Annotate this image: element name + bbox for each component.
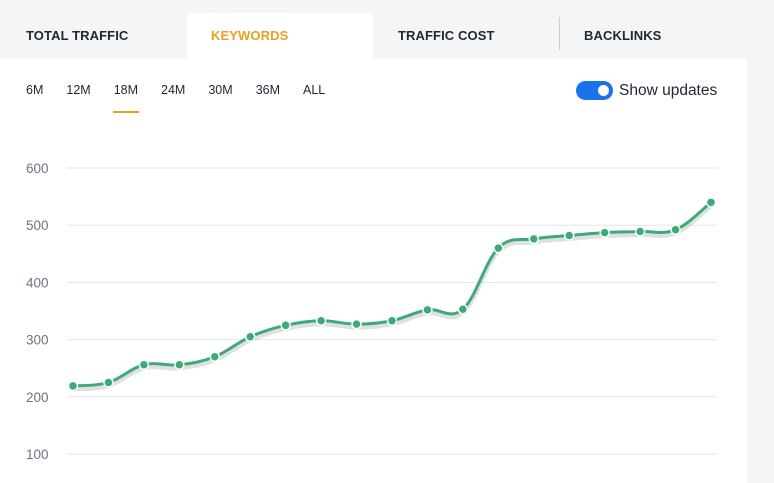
data-point[interactable] xyxy=(174,359,185,371)
keywords-line-chart: 100 200 300 400 500 600 xyxy=(26,161,717,462)
data-point[interactable] xyxy=(209,351,221,363)
y-tick-label: 400 xyxy=(26,275,49,290)
data-point[interactable] xyxy=(599,227,610,238)
toggle-switch[interactable] xyxy=(576,81,613,100)
data-point[interactable] xyxy=(457,304,469,315)
tab-traffic-cost[interactable]: TRAFFIC COST xyxy=(373,13,560,58)
y-tick-label: 200 xyxy=(26,390,49,405)
data-point[interactable] xyxy=(386,315,398,326)
data-point[interactable] xyxy=(422,304,433,316)
range-18m[interactable]: 18M xyxy=(112,83,140,113)
tab-total-traffic[interactable]: TOTAL TRAFFIC xyxy=(26,28,129,43)
data-point[interactable] xyxy=(634,226,646,237)
y-tick-label: 500 xyxy=(26,218,49,233)
time-range-selector: 6M 12M 18M 24M 30M 36M ALL xyxy=(26,83,348,113)
range-24m[interactable]: 24M xyxy=(161,83,186,97)
range-30m[interactable]: 30M xyxy=(208,83,233,97)
data-point[interactable] xyxy=(670,224,681,236)
data-point[interactable] xyxy=(244,331,256,342)
data-point[interactable] xyxy=(493,242,504,254)
y-tick-label: 100 xyxy=(26,447,49,462)
range-36m[interactable]: 36M xyxy=(255,83,281,97)
tab-backlinks[interactable]: BACKLINKS xyxy=(584,28,662,43)
main-card: TOTAL TRAFFIC KEYWORDS TRAFFIC COST BACK… xyxy=(0,13,747,483)
toggle-knob xyxy=(598,85,609,96)
range-12m[interactable]: 12M xyxy=(66,83,91,97)
y-tick-label: 600 xyxy=(26,161,49,176)
data-point[interactable] xyxy=(705,197,717,208)
tab-bar: TOTAL TRAFFIC KEYWORDS TRAFFIC COST BACK… xyxy=(0,13,747,58)
data-point[interactable] xyxy=(138,359,150,371)
data-point[interactable] xyxy=(528,233,540,245)
range-all[interactable]: ALL xyxy=(303,83,326,97)
data-point[interactable] xyxy=(351,318,362,330)
data-point[interactable] xyxy=(280,320,291,331)
data-point[interactable] xyxy=(563,230,575,241)
range-6m[interactable]: 6M xyxy=(26,83,44,97)
data-point[interactable] xyxy=(67,380,79,392)
show-updates-toggle[interactable]: Show updates xyxy=(576,81,717,100)
data-point[interactable] xyxy=(315,315,327,326)
toggle-label: Show updates xyxy=(619,81,718,99)
tab-keywords[interactable]: KEYWORDS xyxy=(187,13,373,58)
y-tick-label: 300 xyxy=(26,333,49,348)
series-line xyxy=(72,201,712,388)
data-point[interactable] xyxy=(103,377,114,388)
